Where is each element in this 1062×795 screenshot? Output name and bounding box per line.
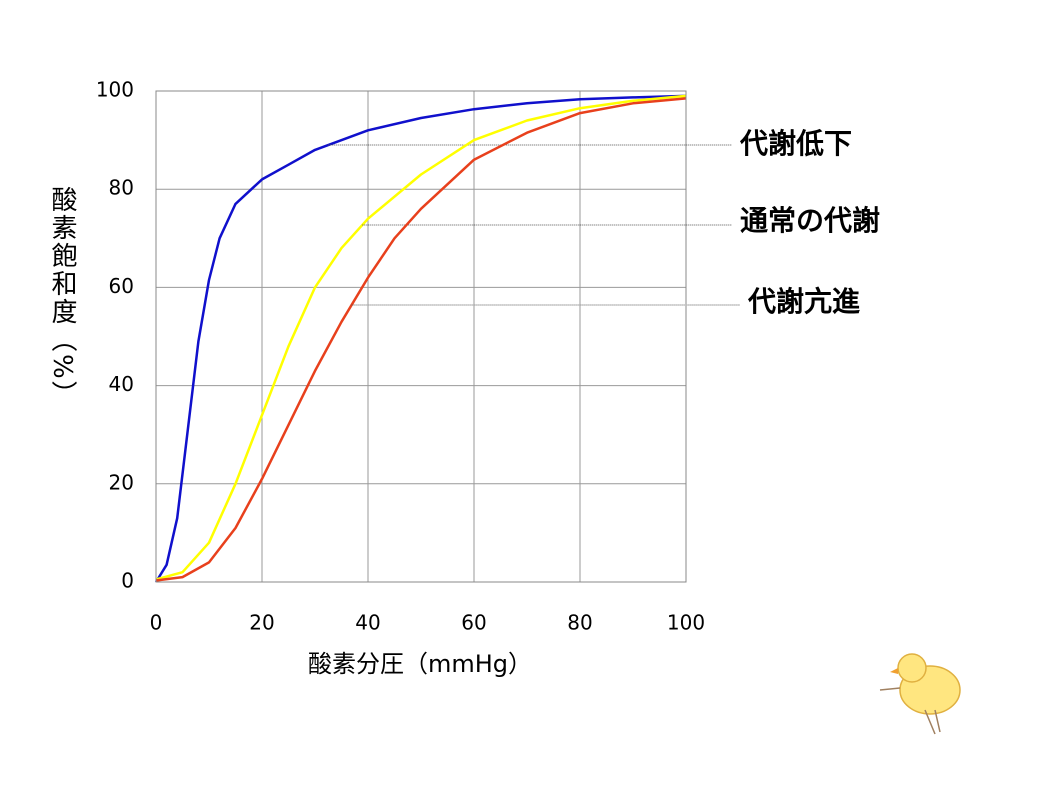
y-tick-label: 60 (109, 274, 134, 298)
y-axis-label: 酸素飽和度（%） (47, 186, 77, 409)
x-tick-label: 80 (567, 611, 592, 635)
x-axis-label: 酸素分圧（mmHg） (308, 650, 532, 678)
x-tick-label: 40 (355, 611, 380, 635)
series-label: 代謝亢進 (747, 285, 860, 318)
x-tick-label: 60 (461, 611, 486, 635)
plot-frame (155, 90, 687, 583)
x-tick-label: 20 (249, 611, 274, 635)
line-series (155, 97, 687, 582)
y-tick-label: 100 (96, 78, 134, 102)
x-tick-label: 100 (667, 611, 705, 635)
y-tick-label: 40 (109, 372, 134, 396)
y-tick-label: 80 (109, 176, 134, 200)
series-label: 通常の代謝 (740, 204, 880, 237)
chick-decoration (879, 653, 961, 735)
x-tick-label: 0 (150, 611, 163, 635)
series-label: 代謝低下 (739, 127, 852, 160)
y-tick-label: 20 (109, 470, 134, 494)
y-tick-label: 0 (121, 569, 134, 593)
line-series (155, 94, 687, 581)
line-series (154, 94, 687, 583)
